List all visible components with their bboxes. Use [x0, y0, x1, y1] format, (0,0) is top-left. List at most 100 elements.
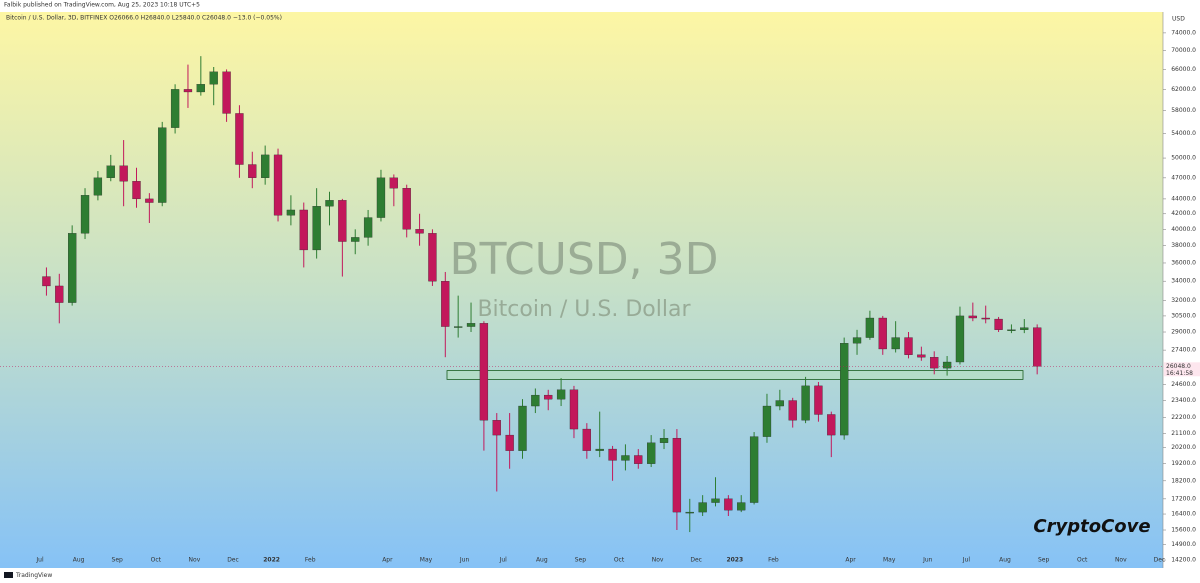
- candle-body: [775, 400, 784, 407]
- candle-body: [1007, 329, 1016, 331]
- candle-body: [325, 200, 334, 207]
- candle-body: [930, 357, 939, 369]
- y-tick-label: 15600.0: [1171, 527, 1196, 534]
- last-price-label: 26048.0: [1166, 363, 1191, 370]
- x-tick-label: Oct: [1077, 557, 1088, 564]
- y-tick-label: 14900.0: [1171, 541, 1196, 548]
- candle-body: [196, 84, 205, 93]
- candle-body: [659, 437, 669, 443]
- y-tick-label: 17200.0: [1171, 495, 1196, 502]
- candle-body: [42, 276, 51, 287]
- candle-body: [1033, 327, 1042, 367]
- candle-body: [737, 502, 746, 511]
- x-tick-label: Dec: [227, 557, 239, 564]
- price-axis-background: [1163, 12, 1200, 568]
- candle-body: [1020, 327, 1029, 330]
- y-tick-label: 47000.0: [1171, 174, 1196, 181]
- y-tick-label: 62000.0: [1171, 86, 1196, 93]
- candle-body: [441, 281, 450, 327]
- x-tick-label: Nov: [652, 557, 664, 564]
- y-tick-label: 23400.0: [1171, 397, 1196, 404]
- watermark-subtitle: Bitcoin / U.S. Dollar: [477, 297, 691, 322]
- candle-body: [711, 498, 720, 503]
- x-tick-label: Nov: [189, 557, 201, 564]
- candle-body: [685, 511, 694, 514]
- x-tick-label: Jul: [35, 557, 44, 564]
- candle-body: [55, 285, 64, 303]
- x-tick-label: Sep: [575, 557, 587, 564]
- brand: CryptoCove: [1033, 516, 1150, 537]
- y-tick-label: 14200.0: [1171, 557, 1196, 564]
- y-tick-label: 34000.0: [1171, 278, 1196, 285]
- x-tick-label: Feb: [305, 557, 316, 564]
- candle-body: [942, 361, 952, 369]
- candle-body: [402, 188, 411, 230]
- candle-body: [479, 323, 489, 421]
- x-tick-label: Oct: [614, 557, 625, 564]
- candle-body: [286, 209, 296, 216]
- candle-body: [415, 229, 424, 234]
- candle-body: [261, 154, 270, 178]
- candle-body: [338, 200, 347, 242]
- candle-body: [209, 71, 218, 85]
- x-tick-label: 2023: [726, 557, 743, 564]
- candle-body: [312, 206, 321, 251]
- y-tick-label: 42000.0: [1171, 210, 1196, 217]
- candle-body: [454, 326, 463, 328]
- x-tick-label: Sep: [112, 557, 124, 564]
- candle-body: [724, 498, 733, 511]
- x-tick-label: 2022: [263, 557, 280, 564]
- y-tick-label: 20200.0: [1171, 444, 1196, 451]
- y-tick-label: 44000.0: [1171, 195, 1196, 202]
- marks: 74000.0 70000.0 66000.0 62000.0 58000.0 54000…: [0, 29, 1196, 564]
- y-tick-label: 30500.0: [1171, 312, 1196, 319]
- candle-body: [672, 437, 682, 513]
- candle-body: [222, 71, 231, 114]
- candle-body: [647, 442, 656, 464]
- x-tick-label: Jun: [922, 557, 933, 564]
- candle-body: [840, 343, 849, 436]
- legend-line: Bitcoin / U.S. Dollar, 3D, BITFINEX O260…: [6, 15, 282, 22]
- y-tick-label: 27400.0: [1171, 347, 1196, 354]
- x-tick-label: Dec: [1154, 557, 1166, 564]
- candle-body: [788, 400, 797, 421]
- candle-body: [556, 389, 566, 400]
- candle-body: [634, 455, 643, 464]
- candle-body: [145, 198, 154, 203]
- candle-body: [106, 165, 115, 178]
- candle-body: [531, 394, 540, 407]
- x-tick-label: Jul: [499, 557, 508, 564]
- candle-body: [376, 177, 386, 218]
- y-tick-label: 74000.0: [1171, 29, 1196, 36]
- y-tick-label: 70000.0: [1171, 47, 1196, 54]
- candle-body: [762, 405, 772, 437]
- candle-body: [93, 177, 103, 196]
- candle-body: [235, 113, 244, 165]
- plot-background: [0, 12, 1163, 568]
- y-tick-label: 19200.0: [1171, 460, 1196, 467]
- x-tick-label: May: [883, 557, 896, 564]
- candle-body: [955, 315, 965, 363]
- countdown: 16:41:58: [1166, 370, 1193, 377]
- publisher-line: Falbik published on TradingView.com, Aug…: [4, 2, 200, 9]
- watermark-title: BTCUSD, 3D: [449, 234, 718, 285]
- x-tick-label: Feb: [768, 557, 779, 564]
- candle-body: [698, 502, 707, 513]
- candle-body: [273, 154, 283, 216]
- candle-body: [749, 436, 759, 503]
- y-tick-label: 29000.0: [1171, 329, 1196, 336]
- candle-body: [170, 89, 180, 128]
- y-tick-label: 50000.0: [1171, 155, 1196, 162]
- support-zone: [446, 370, 1024, 380]
- y-tick-label: 24600.0: [1171, 381, 1196, 388]
- candle-body: [158, 127, 167, 203]
- candle-body: [363, 217, 373, 238]
- candle-body: [891, 337, 900, 350]
- y-tick-label: 18200.0: [1171, 477, 1196, 484]
- last-price-box: [1164, 362, 1200, 377]
- candle-body: [505, 434, 514, 451]
- x-tick-label: Aug: [73, 557, 85, 564]
- candle-body: [183, 89, 193, 93]
- candle-body: [544, 394, 553, 400]
